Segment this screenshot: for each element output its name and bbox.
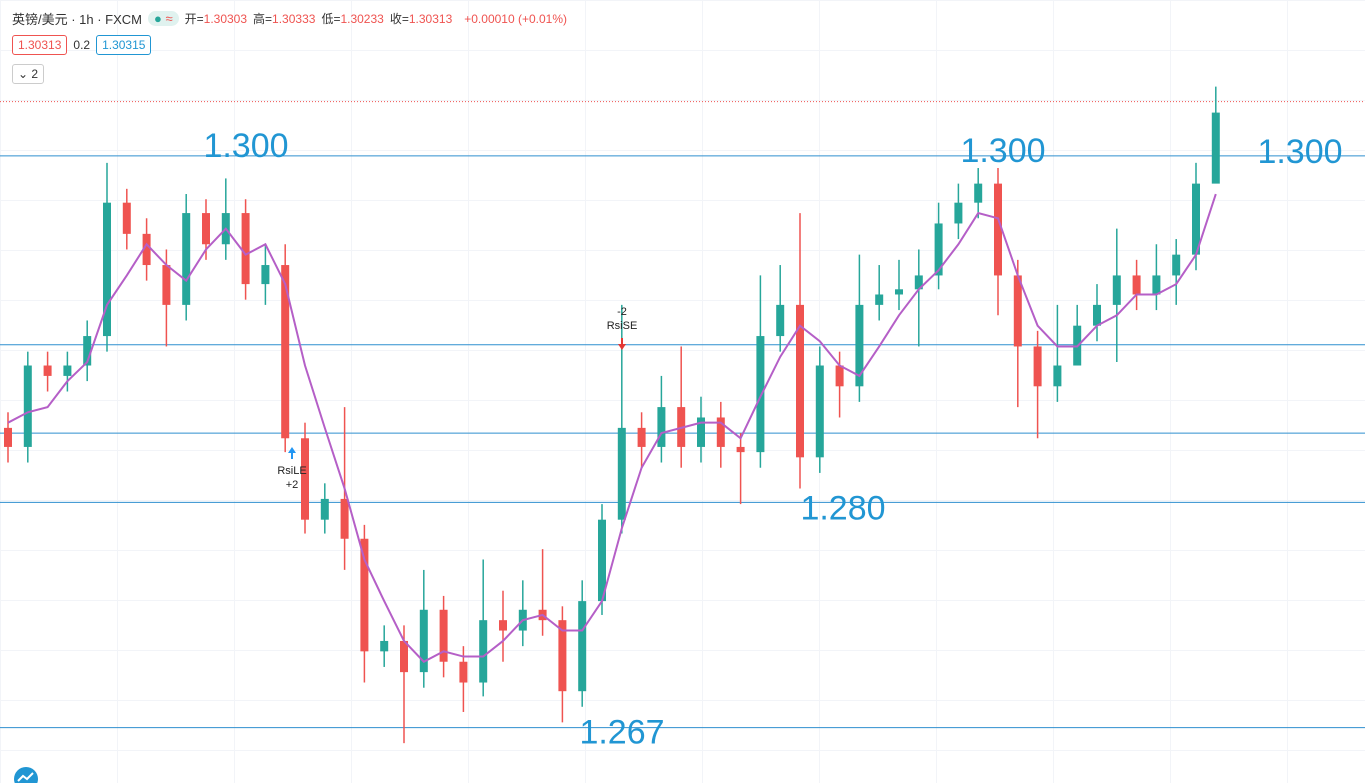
- ohlc-label: 高=: [253, 12, 273, 26]
- moving-average: [7, 193, 1217, 663]
- signal-name: RsiSE: [607, 320, 638, 332]
- candle-body: [281, 265, 290, 439]
- candle-body: [142, 233, 151, 266]
- ohlc-value: 1.30303: [203, 12, 248, 26]
- spread: 0.2: [73, 38, 91, 52]
- signal-arrow: [618, 338, 626, 350]
- candle-body: [1172, 254, 1181, 276]
- candle-body: [83, 336, 92, 366]
- candle-body: [202, 213, 210, 245]
- candle-body: [340, 498, 349, 539]
- candle-body: [1112, 275, 1121, 305]
- candle-body: [895, 289, 903, 295]
- candle-body: [835, 365, 844, 387]
- candle-body: [954, 202, 963, 224]
- candle-body: [380, 640, 389, 652]
- legend-row: 英镑/美元 · 1h · FXCM ● ≈ 开=1.30303 高=1.30333…: [12, 9, 567, 28]
- level-label: 1.267: [579, 714, 664, 752]
- candle-body: [1132, 275, 1141, 295]
- candle-body: [301, 438, 309, 520]
- candle-body: [637, 427, 646, 447]
- ohlc: 开=1.30303 高=1.30333 低=1.30233 收=1.30313: [185, 10, 459, 27]
- candle-body: [43, 365, 52, 376]
- ohlc-value: 1.30333: [272, 12, 316, 26]
- collapse-row: ⌄ 2: [12, 64, 45, 84]
- trade-row: 1.30313 0.2 1.30315: [12, 35, 152, 55]
- candle-body: [1053, 365, 1062, 387]
- ohlc-label: 低=: [321, 12, 341, 26]
- level-label: 1.300: [1257, 133, 1342, 171]
- candle-body: [598, 519, 606, 602]
- signal-size: +2: [286, 479, 299, 491]
- candle-body: [578, 601, 587, 692]
- candle-body: [182, 213, 191, 305]
- candle-body: [63, 365, 72, 376]
- candle-body: [855, 304, 864, 387]
- candle-body: [23, 365, 32, 447]
- candle-body: [657, 407, 666, 447]
- level-label: 1.300: [203, 127, 288, 165]
- candle-body: [697, 417, 705, 447]
- candle-body: [1192, 183, 1200, 255]
- candle-body: [558, 620, 567, 692]
- candle-body: [499, 620, 507, 631]
- change: +0.00010 (+0.01%): [464, 11, 567, 26]
- candle-body: [716, 417, 725, 447]
- candle-body: [756, 336, 765, 453]
- candle-body: [617, 427, 626, 520]
- candle-body: [776, 304, 785, 337]
- level-label: 1.280: [800, 489, 885, 527]
- status[interactable]: ● ≈: [148, 11, 179, 26]
- candle-body: [241, 213, 250, 285]
- candle-body: [479, 620, 488, 683]
- ohlc-label: 开=: [184, 12, 204, 26]
- signal-name: RsiLE: [277, 465, 306, 477]
- candle-body: [1033, 346, 1042, 387]
- candle-body: [360, 538, 369, 652]
- sell-button[interactable]: 1.30313: [12, 35, 68, 55]
- candle-body: [914, 275, 923, 290]
- candle-body: [974, 183, 983, 203]
- buy-button[interactable]: 1.30315: [96, 35, 152, 55]
- candle-body: [796, 304, 804, 458]
- candle-body: [1093, 304, 1101, 326]
- ohlc-value: 1.30233: [340, 12, 384, 26]
- candle-body: [122, 202, 131, 234]
- candle-body: [103, 202, 111, 337]
- candle-body: [1152, 275, 1161, 295]
- logo[interactable]: [12, 765, 40, 783]
- candle-body: [1013, 275, 1022, 347]
- level-label: 1.300: [960, 132, 1045, 170]
- signal-size: -2: [617, 306, 627, 318]
- candle-body: [934, 223, 943, 276]
- candle-body: [400, 640, 408, 673]
- candle-body: [815, 365, 824, 458]
- ohlc-value: 1.30313: [408, 12, 453, 26]
- candle-body: [994, 183, 1002, 276]
- candle-body: [459, 661, 468, 683]
- collapse-count: 2: [31, 67, 39, 81]
- candle-body: [419, 609, 428, 673]
- candle-body: [261, 265, 270, 285]
- candle-body: [875, 294, 884, 305]
- ohlc-label: 收=: [389, 12, 409, 26]
- signal-arrow: [288, 447, 296, 459]
- candle-body: [1211, 112, 1220, 184]
- symbol: 英镑/美元 · 1h · FXCM: [12, 12, 143, 27]
- collapse-button[interactable]: ⌄ 2: [12, 64, 45, 84]
- candle-body: [162, 265, 171, 305]
- candle-body: [320, 498, 329, 520]
- candle-body: [4, 427, 12, 447]
- candle-body: [736, 446, 745, 453]
- candle-body: [439, 609, 448, 662]
